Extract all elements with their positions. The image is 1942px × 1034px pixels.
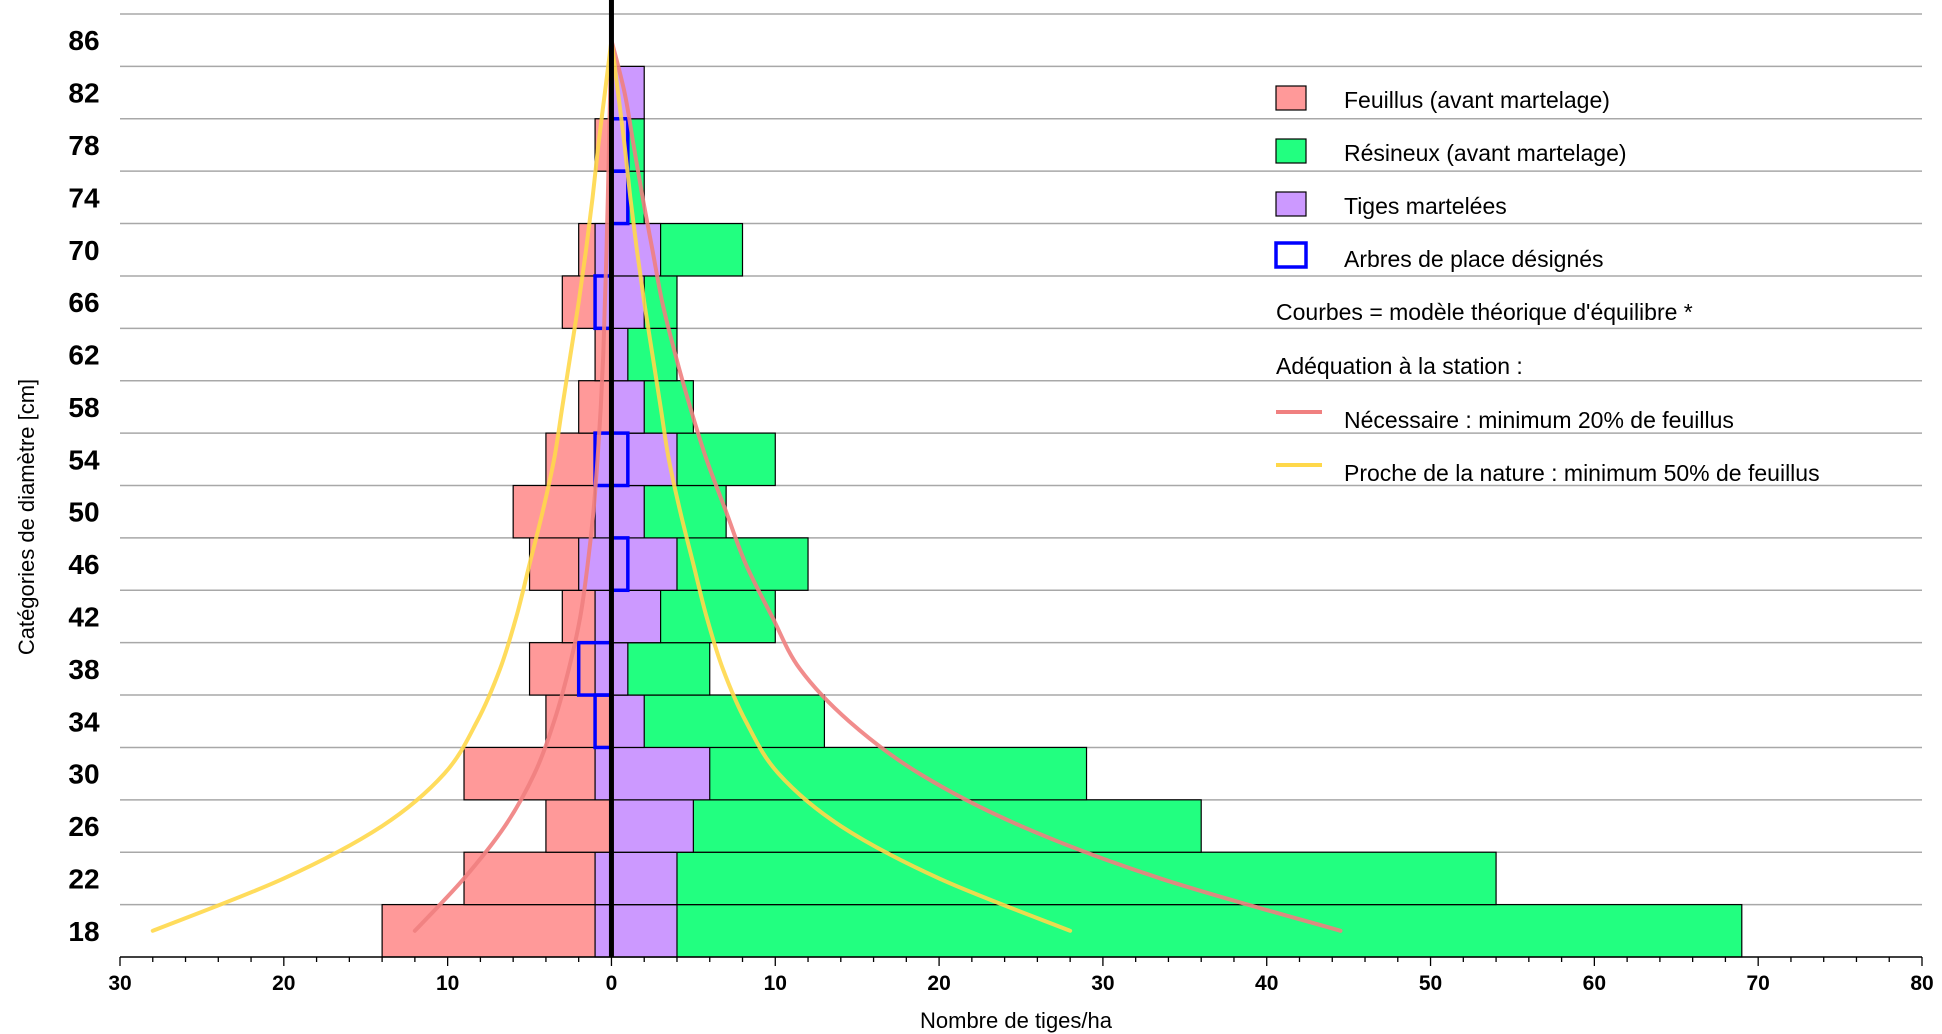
equilibrium-curves xyxy=(150,38,1343,933)
y-tick-label: 38 xyxy=(68,654,99,685)
y-tick-label: 66 xyxy=(68,287,99,318)
legend-label: Nécessaire : minimum 20% de feuillus xyxy=(1344,407,1734,433)
bar-resineux-26 xyxy=(610,799,1202,853)
bar-martelees-42 xyxy=(594,589,662,644)
y-tick-label: 54 xyxy=(68,444,100,475)
legend-swatch xyxy=(1275,85,1307,111)
bar-resineux-34 xyxy=(610,694,826,749)
x-tick-label: 20 xyxy=(927,972,950,995)
legend-label: Tiges martelées xyxy=(1344,193,1507,219)
legend-label: Courbes = modèle théorique d'équilibre * xyxy=(1276,299,1693,325)
curve-nature-right xyxy=(609,38,1073,933)
legend-outline-swatch xyxy=(1274,241,1308,269)
y-tick-label: 42 xyxy=(68,601,99,632)
bars xyxy=(381,65,1743,958)
bar-feuillus-30 xyxy=(463,746,613,801)
x-tick-label: 40 xyxy=(1255,972,1278,995)
y-tick-label: 58 xyxy=(68,392,99,423)
y-tick-label: 26 xyxy=(68,811,99,842)
x-tick-label: 20 xyxy=(272,972,295,995)
legend-swatch xyxy=(1275,191,1307,217)
curve-necessaire-right xyxy=(609,38,1343,933)
bar-martelees-18 xyxy=(594,904,678,958)
bar-resineux-22 xyxy=(610,851,1497,906)
x-tick-label: 80 xyxy=(1910,972,1933,995)
x-tick-label: 70 xyxy=(1747,972,1770,995)
y-tick-label: 30 xyxy=(68,759,99,790)
curve-necessaire-left xyxy=(412,38,614,933)
legend-label: Arbres de place désignés xyxy=(1344,246,1604,272)
x-tick-label: 0 xyxy=(606,972,618,995)
legend-label: Résineux (avant martelage) xyxy=(1344,140,1627,166)
y-tick-label: 62 xyxy=(68,340,99,371)
x-tick-label: 10 xyxy=(436,972,459,995)
legend-label: Feuillus (avant martelage) xyxy=(1344,87,1610,113)
x-tick-label: 60 xyxy=(1583,972,1606,995)
x-axis-title: Nombre de tiges/ha xyxy=(920,1008,1113,1033)
y-tick-label: 34 xyxy=(68,706,100,737)
y-axis-title: Catégories de diamètre [cm] xyxy=(14,379,39,655)
bar-resineux-18 xyxy=(610,904,1743,958)
bar-feuillus-34 xyxy=(545,694,613,749)
legend-label: Adéquation à la station : xyxy=(1276,353,1523,379)
bar-martelees-22 xyxy=(594,851,678,906)
bar-martelees-26 xyxy=(610,799,694,853)
bar-feuillus-22 xyxy=(463,851,613,906)
y-tick-label: 50 xyxy=(68,497,99,528)
y-tick-label: 22 xyxy=(68,863,99,894)
curve-nature-left xyxy=(150,38,614,933)
bar-feuillus-58 xyxy=(578,380,613,434)
legend-label: Proche de la nature : minimum 50% de feu… xyxy=(1344,460,1820,486)
y-tick-label: 46 xyxy=(68,549,99,580)
axes: 30 20 10 0 10 20 30 40 50 60 70 80 18 22 26 30 34 38 42 46 5… xyxy=(68,0,1934,995)
y-tick-label: 18 xyxy=(68,916,99,947)
bar-martelees-58 xyxy=(610,380,645,434)
x-tick-label: 30 xyxy=(108,972,131,995)
y-tick-label: 78 xyxy=(68,130,99,161)
y-tick-label: 74 xyxy=(68,182,100,213)
y-tick-label: 70 xyxy=(68,235,99,266)
bar-martelees-34 xyxy=(610,694,645,749)
y-tick-label: 82 xyxy=(68,78,99,109)
x-tick-label: 50 xyxy=(1419,972,1442,995)
grid-lines xyxy=(120,13,1922,906)
legend: Feuillus (avant martelage) Résineux (avan… xyxy=(1274,85,1820,486)
bar-feuillus-26 xyxy=(545,799,613,853)
bar-martelees-50 xyxy=(594,484,645,539)
y-tick-label: 86 xyxy=(68,25,99,56)
x-tick-label: 30 xyxy=(1091,972,1114,995)
x-tick-label: 10 xyxy=(764,972,787,995)
legend-swatch xyxy=(1275,138,1307,164)
